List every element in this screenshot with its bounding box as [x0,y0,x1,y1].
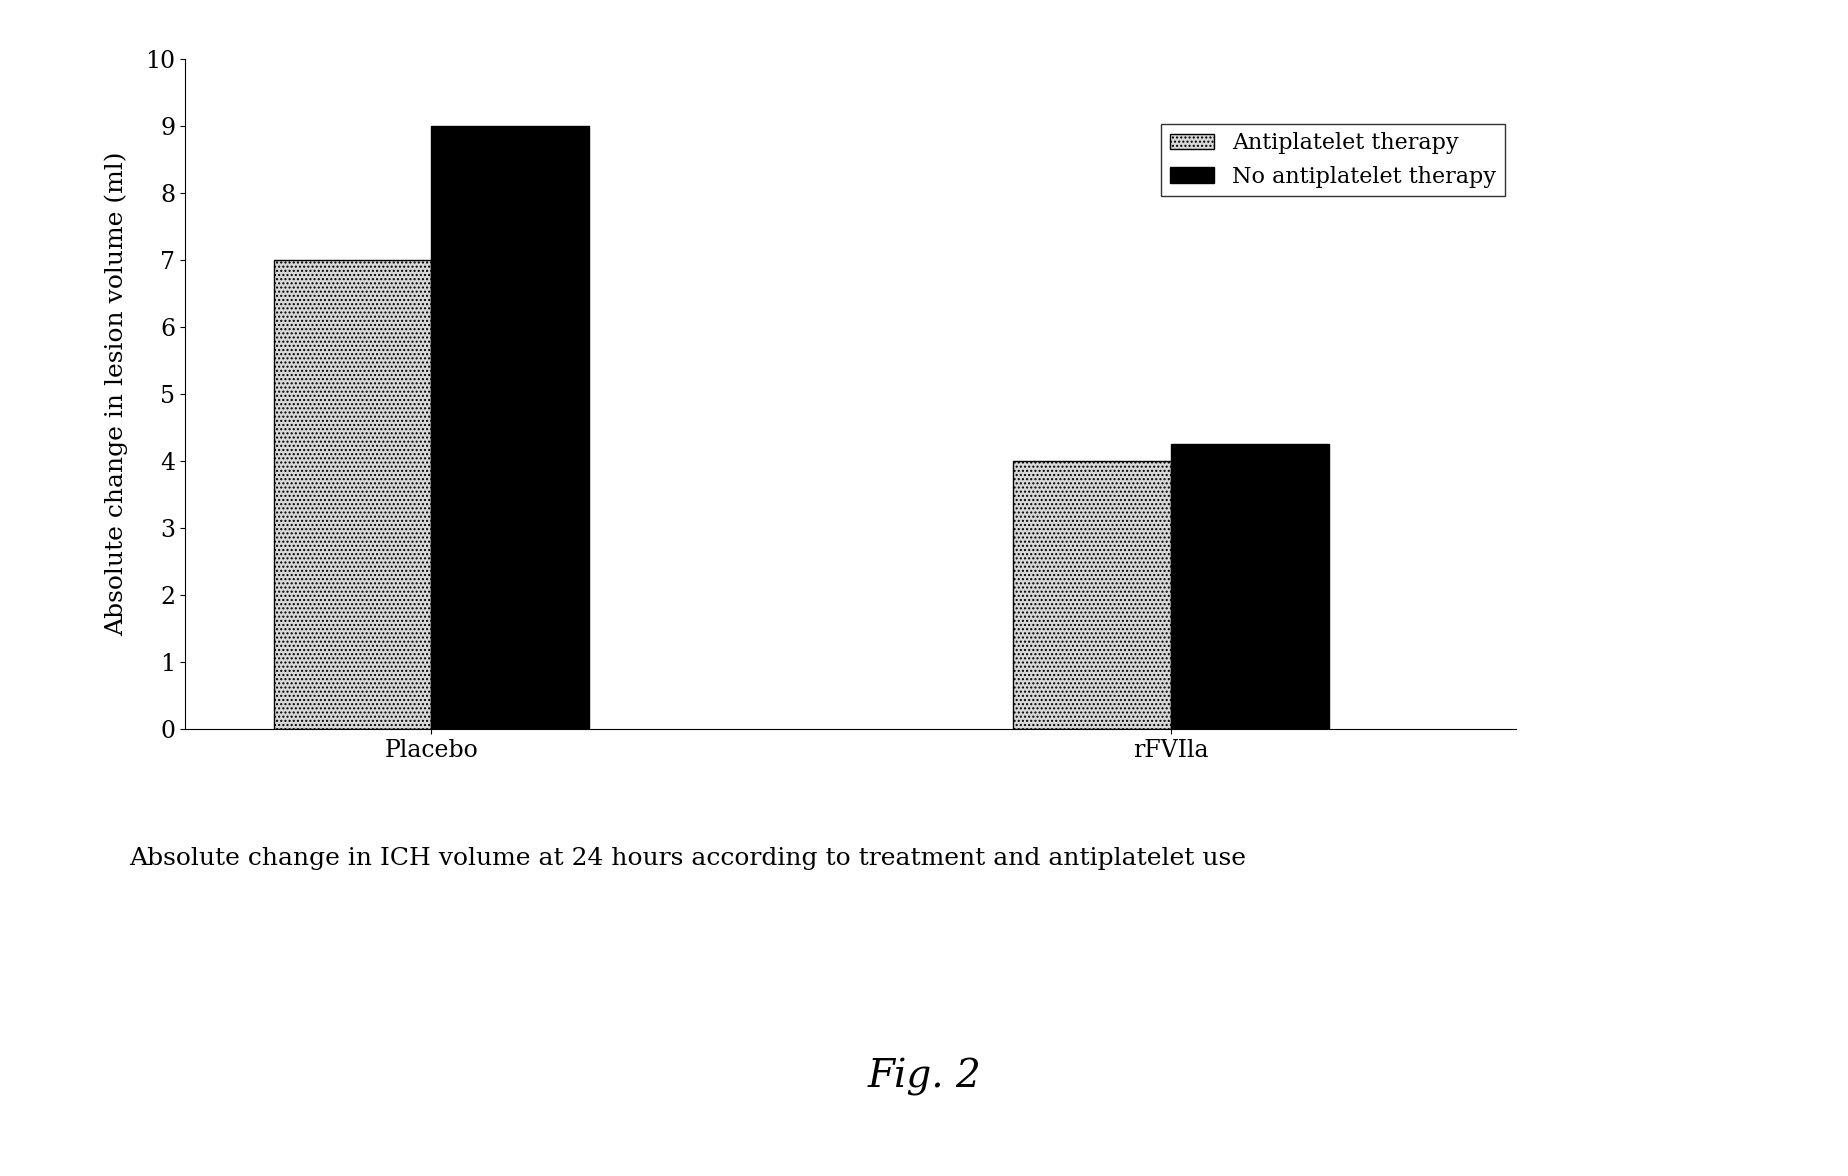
Bar [1170,445,1329,729]
Bar [1013,461,1170,729]
Legend: Antiplatelet therapy, No antiplatelet therapy: Antiplatelet therapy, No antiplatelet th… [1161,123,1504,196]
Bar [431,126,590,729]
Text: Fig. 2: Fig. 2 [867,1058,981,1096]
Text: Absolute change in ICH volume at 24 hours according to treatment and antiplatele: Absolute change in ICH volume at 24 hour… [129,847,1246,870]
Y-axis label: Absolute change in lesion volume (ml): Absolute change in lesion volume (ml) [105,152,128,636]
Bar [274,260,431,729]
